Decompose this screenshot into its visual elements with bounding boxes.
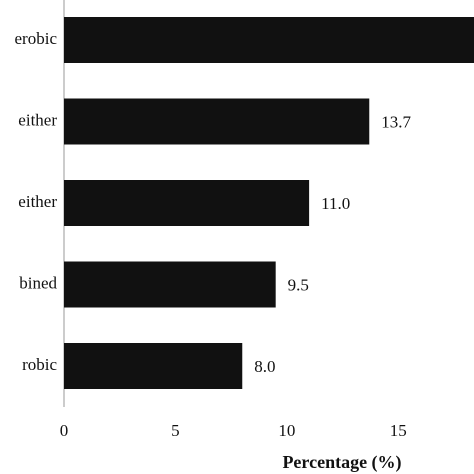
x-tick-label: 5 [171,421,180,440]
x-tick-label: 15 [390,421,407,440]
value-label: 13.7 [381,112,411,131]
bar [64,98,370,145]
y-tick-label: robic [22,355,57,374]
y-tick-label: either [18,192,57,211]
bar [64,17,474,63]
y-tick-label: either [18,110,57,129]
value-label: 11.0 [321,194,350,213]
bar [64,343,243,389]
plot-area [64,17,474,389]
x-tick-label: 10 [278,421,295,440]
value-label: 8.0 [254,357,275,376]
y-tick-label: bined [19,273,57,292]
bar [64,261,276,308]
bar [64,180,310,226]
y-tick-label: erobic [15,29,58,48]
value-label: 9.5 [288,275,309,294]
x-axis-title: Percentage (%) [282,452,401,473]
x-tick-label: 0 [60,421,69,440]
